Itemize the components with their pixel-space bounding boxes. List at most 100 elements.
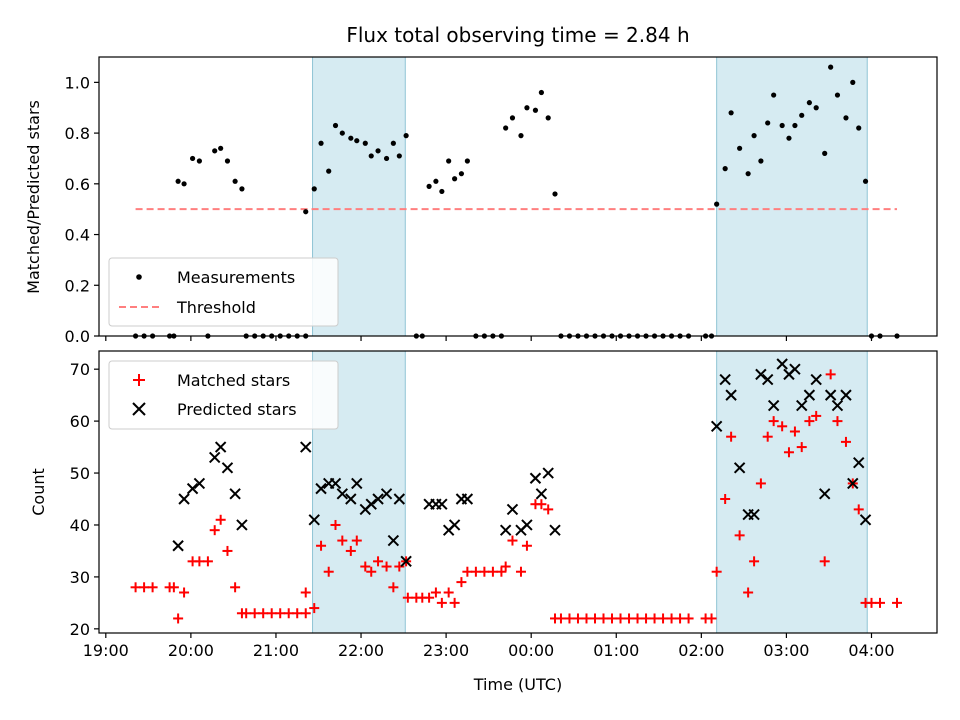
- matched-star-point: [666, 613, 677, 624]
- matched-star-point: [345, 545, 356, 556]
- matched-star-point: [789, 426, 800, 437]
- matched-star-point: [796, 442, 807, 453]
- matched-star-point: [300, 587, 311, 598]
- predicted-star-point: [178, 493, 190, 505]
- x-tick-label: 04:00: [848, 641, 894, 660]
- shaded-span-2: [716, 56, 868, 337]
- predicted-star-point: [208, 451, 221, 464]
- matched-star-point: [366, 566, 377, 577]
- matched-star-point: [300, 608, 311, 619]
- measurement-point: [458, 171, 465, 177]
- predicted-star-point: [499, 524, 512, 536]
- matched-star-point: [804, 416, 815, 427]
- legend-predicted-label: Predicted stars: [177, 400, 297, 419]
- matched-star-point: [675, 613, 686, 624]
- x-tick-label: 22:00: [338, 641, 384, 660]
- top-y-tick-label: 0.0: [65, 327, 90, 346]
- top-y-tick-label: 0.2: [65, 276, 90, 295]
- x-tick-label: 03:00: [763, 641, 809, 660]
- measurement-point: [326, 168, 332, 174]
- predicted-star-point: [853, 456, 865, 469]
- measurement-point: [446, 158, 452, 164]
- predicted-star-point: [529, 472, 542, 484]
- predicted-star-point: [229, 488, 241, 500]
- predicted-star-point: [365, 498, 377, 510]
- matched-star-point: [749, 556, 760, 567]
- bottom-panel: 19:00 20:00 21:00 22:00 23:00 00:00 01:00 02:00…: [29, 350, 938, 694]
- matched-star-point: [337, 535, 348, 546]
- bottom-y-tick-label: 30: [70, 568, 90, 587]
- measurement-point: [354, 138, 360, 144]
- matched-star-point: [479, 566, 490, 577]
- matched-star-point: [194, 556, 205, 567]
- matched-star-point: [496, 566, 507, 577]
- predicted-star-point: [236, 519, 248, 531]
- measurement-point: [751, 133, 757, 139]
- measurement-point: [745, 171, 751, 177]
- matched-star-point: [266, 608, 277, 619]
- matched-star-point: [230, 582, 241, 593]
- matched-star-point: [598, 613, 609, 624]
- measurement-point: [538, 89, 544, 96]
- matched-star-point: [777, 421, 788, 432]
- measurement-point: [189, 155, 196, 162]
- chart-title: Flux total observing time = 2.84 h: [346, 23, 689, 47]
- measurement-point: [850, 79, 856, 85]
- measurement-point: [806, 100, 812, 106]
- matched-star-point: [147, 582, 158, 593]
- matched-star-point: [762, 431, 773, 442]
- measurement-point: [348, 135, 354, 141]
- matched-star-point: [507, 535, 518, 546]
- matched-star-point: [615, 613, 626, 624]
- legend-measurements-marker: [136, 274, 142, 280]
- matched-star-point: [292, 608, 303, 619]
- legend-matched-marker: [133, 374, 145, 386]
- predicted-star-point: [549, 524, 561, 536]
- predicted-star-point: [372, 493, 384, 505]
- measurement-point: [181, 181, 187, 187]
- measurement-point: [765, 120, 771, 126]
- matched-star-point: [521, 540, 532, 551]
- top-y-tick-label: 0.4: [65, 226, 90, 245]
- legend-predicted-marker: [132, 402, 146, 416]
- top-panel: 0.0 0.2 0.4 0.6 0.8 1.0 Flux total observing …: [24, 23, 938, 346]
- measurement-point: [196, 158, 202, 164]
- measurement-point: [813, 105, 819, 111]
- measurement-point: [212, 148, 218, 154]
- measurement-point: [524, 105, 530, 111]
- predicted-star-point: [345, 493, 357, 505]
- bottom-y-tick-label: 50: [70, 464, 90, 483]
- predicted-star-point: [824, 389, 837, 401]
- top-y-axis-label: Matched/Predicted stars: [24, 100, 43, 294]
- matched-star-point: [607, 613, 618, 624]
- matched-star-point: [641, 613, 652, 624]
- matched-star-point: [726, 431, 737, 442]
- matched-star-point: [215, 514, 226, 525]
- measurement-point: [771, 92, 777, 98]
- measurement-point: [383, 155, 390, 162]
- matched-star-point: [734, 530, 745, 541]
- matched-star-point: [249, 608, 260, 619]
- measurement-point: [822, 150, 828, 156]
- matched-star-point: [424, 592, 435, 603]
- matched-star-point: [470, 566, 481, 577]
- predicted-star-point: [172, 540, 184, 552]
- bottom-y-tick-label: 20: [70, 620, 90, 639]
- bottom-y-tick-label: 70: [70, 360, 90, 379]
- predicted-star-point: [214, 441, 227, 453]
- measurement-point: [224, 158, 231, 164]
- measurement-point: [390, 140, 396, 146]
- x-tick-label: 20:00: [168, 641, 214, 660]
- bottom-y-tick-label: 60: [70, 412, 90, 431]
- predicted-star-point: [387, 534, 400, 547]
- predicted-star-point: [186, 482, 199, 495]
- predicted-star-point: [461, 493, 474, 505]
- matched-star-point: [316, 540, 327, 551]
- measurement-point: [799, 112, 805, 118]
- matched-star-point: [853, 504, 864, 515]
- bottom-x-axis-label: Time (UTC): [473, 675, 562, 694]
- top-y-tick-label: 0.8: [65, 124, 90, 143]
- predicted-star-point: [436, 498, 448, 510]
- top-y-tick-label: 0.6: [65, 175, 90, 194]
- matched-star-point: [649, 613, 660, 624]
